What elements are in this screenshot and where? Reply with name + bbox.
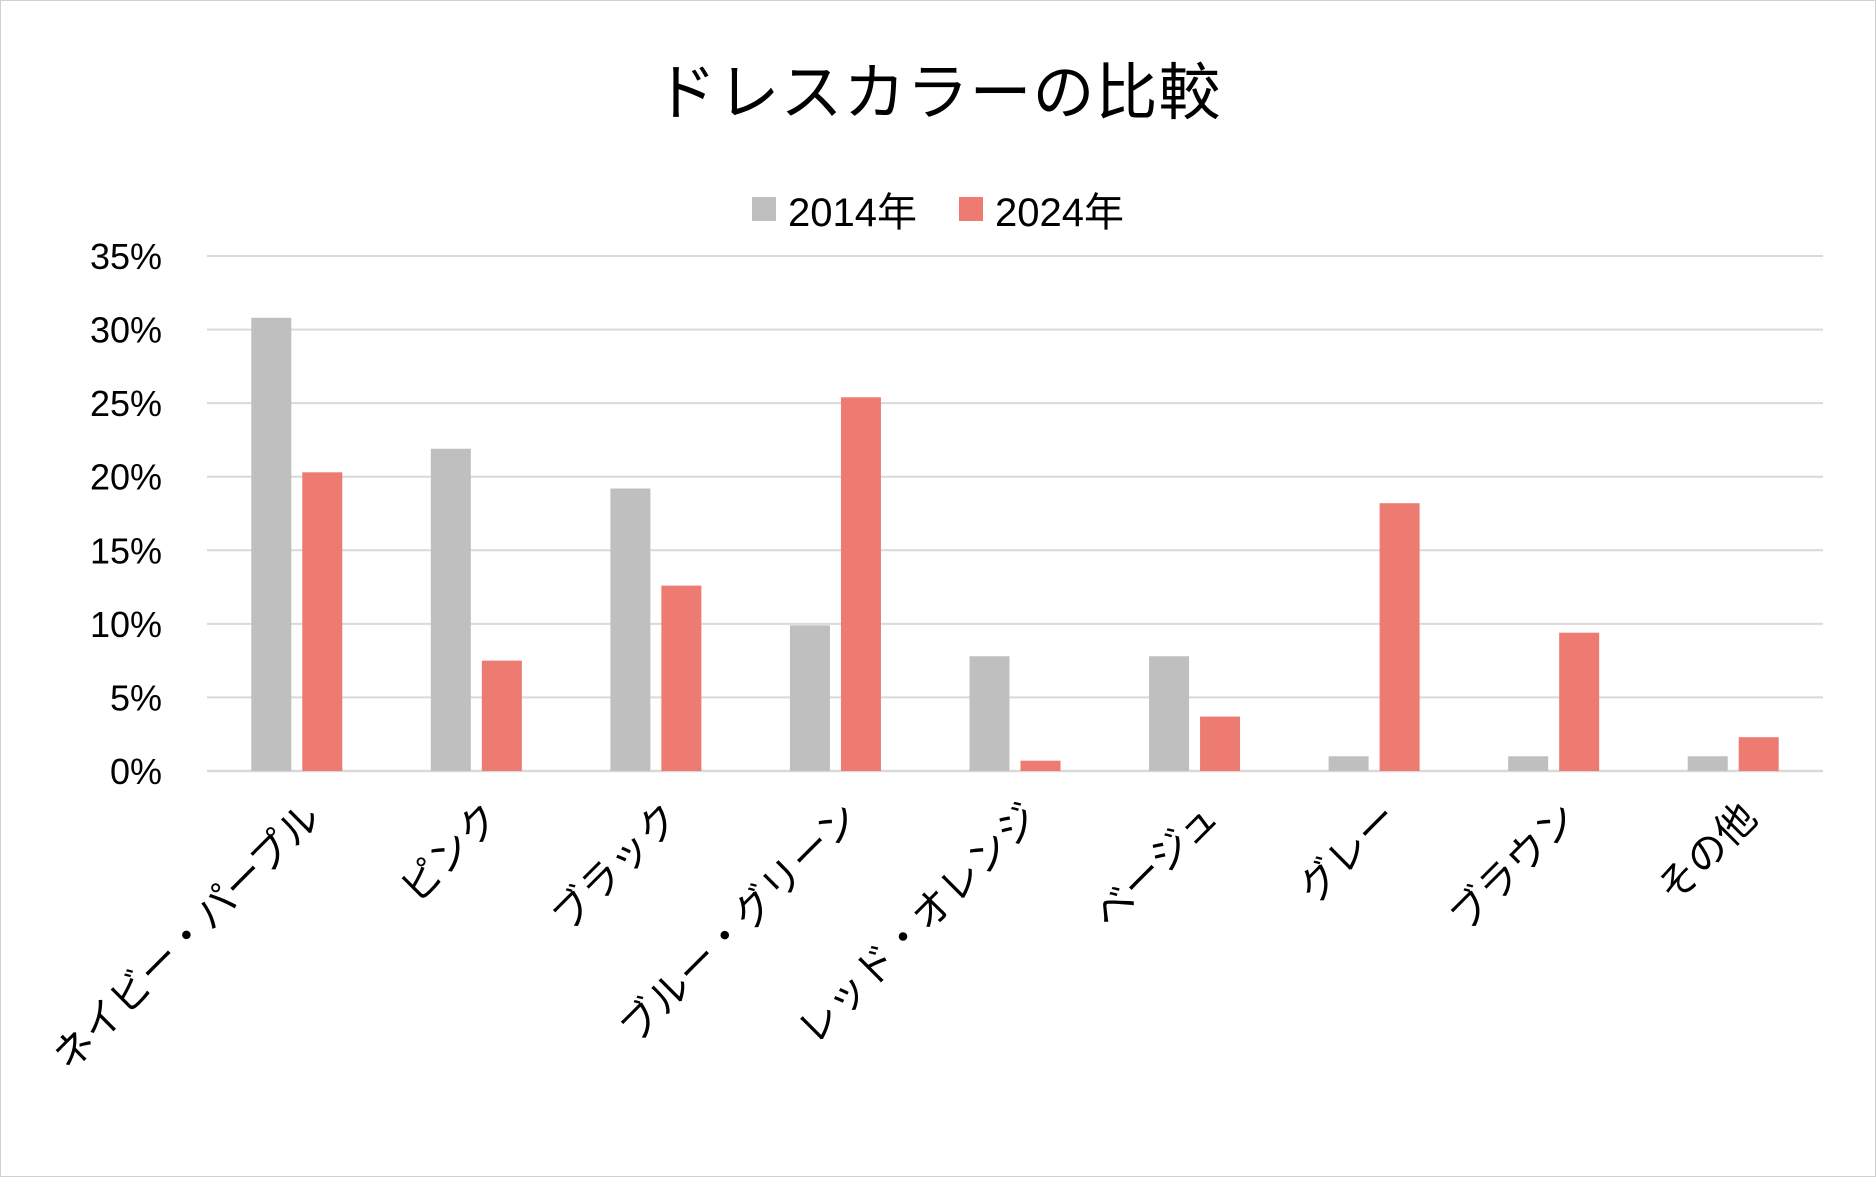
y-tick-label: 30% — [90, 310, 162, 351]
x-axis-labels: ネイビー・パープル ピンク ブラックブルー・グリーンレッド・オレンジ ベージュ グレーブ… — [44, 795, 1766, 1080]
legend-swatch-2014 — [752, 197, 777, 221]
bar-2014-6 — [1328, 756, 1369, 771]
y-tick-label: 25% — [90, 383, 162, 424]
bar-2014-5 — [1149, 656, 1190, 771]
gridlines — [207, 255, 1823, 773]
bar-2014-0 — [251, 317, 292, 771]
bar-2014-2 — [610, 488, 651, 771]
y-tick-label: 20% — [90, 457, 162, 498]
bar-2014-1 — [430, 448, 471, 771]
bar-2024-4 — [1020, 760, 1061, 771]
x-tick-label: その他 — [1649, 795, 1766, 912]
legend-swatch-2024 — [959, 197, 983, 221]
y-tick-label: 5% — [110, 677, 162, 718]
bar-2024-3 — [840, 397, 881, 771]
y-tick-label: 10% — [90, 604, 162, 645]
x-tick-label: ベージュ — [1085, 795, 1228, 938]
bar-2024-8 — [1738, 737, 1779, 771]
legend-label-2014: 2014年 — [788, 191, 917, 235]
bar-2024-7 — [1559, 632, 1600, 771]
bar-2024-1 — [481, 660, 522, 771]
bars — [251, 317, 1779, 771]
y-axis-ticks: 0% 5% 10% 15% 20% 25% 30% 35% — [90, 236, 162, 792]
legend: 2014年 2024年 — [0, 180, 1876, 238]
bar-2014-8 — [1687, 756, 1728, 771]
y-tick-label: 15% — [90, 530, 162, 571]
legend-item-2024: 2024年 — [959, 180, 1124, 238]
x-tick-label: ネイビー・パープル — [44, 795, 329, 1080]
legend-item-2014: 2014年 — [752, 180, 917, 238]
y-tick-label: 0% — [110, 751, 162, 792]
y-tick-label: 35% — [90, 236, 162, 277]
bar-2024-2 — [661, 585, 702, 771]
x-tick-label: ブラウン — [1441, 795, 1587, 941]
bar-2024-6 — [1379, 503, 1420, 771]
bar-2014-3 — [789, 625, 830, 771]
bar-2014-4 — [969, 656, 1010, 771]
bar-2024-0 — [302, 472, 343, 771]
x-tick-label: グレー — [1290, 795, 1407, 912]
bar-2024-5 — [1200, 716, 1241, 771]
x-tick-label: ピンク — [392, 795, 509, 912]
bar-2014-7 — [1508, 756, 1549, 771]
legend-label-2024: 2024年 — [995, 191, 1124, 235]
chart-title: ドレスカラーの比較 — [654, 56, 1222, 129]
x-tick-label: ブラック — [543, 795, 689, 941]
